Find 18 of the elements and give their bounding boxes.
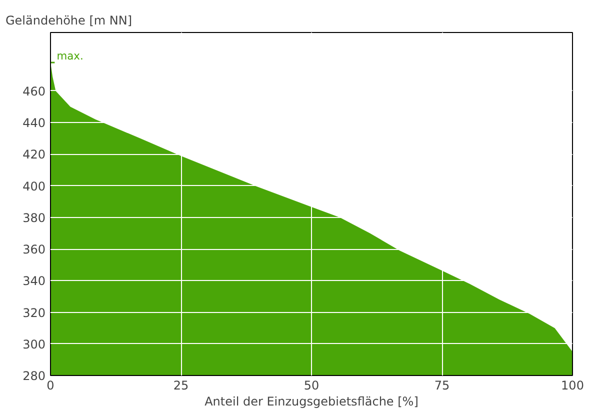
y-axis-title: Geländehöhe [m NN]	[6, 14, 132, 28]
y-tick-label: 380	[22, 210, 46, 225]
annotation: max.	[56, 50, 84, 63]
x-tick-label: 50	[304, 378, 320, 392]
x-axis-title: Anteil der Einzugsgebietsfläche [%]	[204, 394, 418, 408]
y-tick-label: 400	[22, 179, 46, 194]
x-tick-label: 0	[46, 378, 54, 392]
y-tick-label: 460	[22, 84, 46, 98]
y-tick-label: 320	[22, 306, 46, 320]
x-tick-label: 100	[561, 378, 584, 392]
x-tick-label: 25	[173, 378, 189, 392]
y-tick-label: 420	[22, 148, 46, 162]
y-tick-label: 280	[22, 369, 46, 383]
y-tick-label: 360	[22, 242, 46, 257]
x-tick-label: 75	[434, 378, 450, 392]
y-tick-label: 300	[22, 337, 46, 352]
y-tick-label: 440	[22, 116, 46, 130]
y-tick-label: 340	[22, 274, 46, 288]
